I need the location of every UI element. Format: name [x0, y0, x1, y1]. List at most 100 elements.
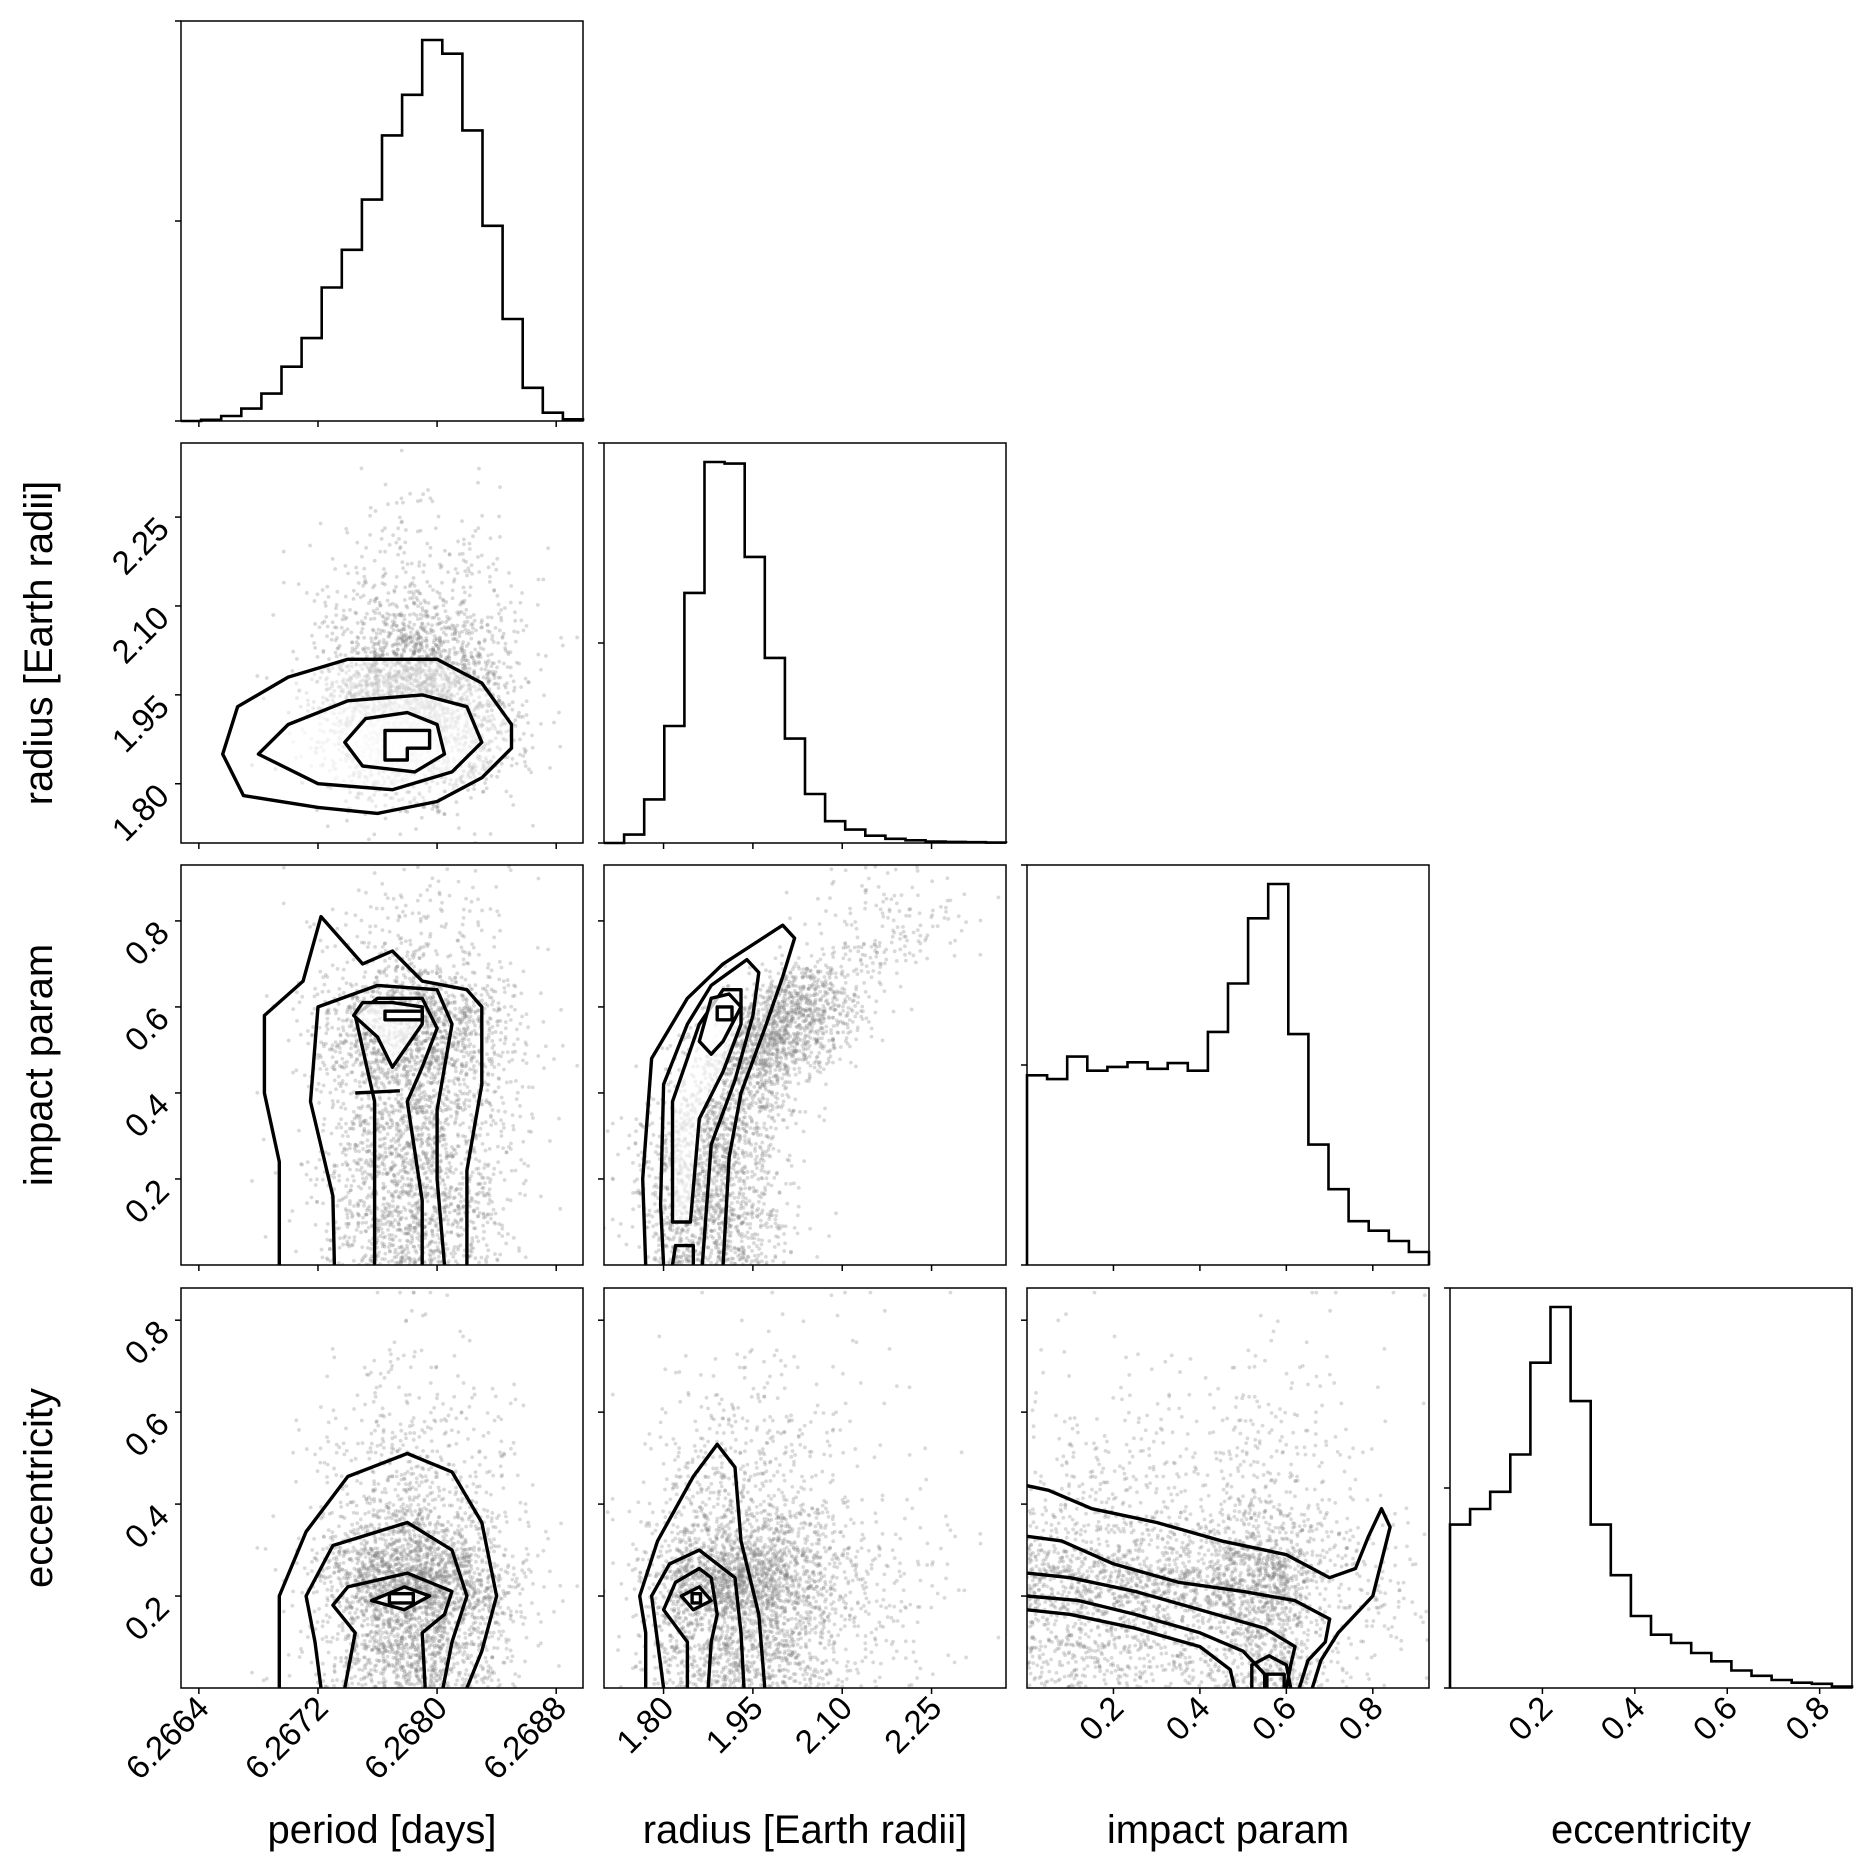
sample-point [406, 1250, 411, 1255]
sample-point [405, 605, 410, 610]
sample-point [371, 662, 376, 666]
sample-point [287, 1218, 292, 1223]
sample-point [372, 687, 377, 691]
sample-point [424, 1018, 429, 1023]
sample-point [411, 955, 416, 960]
sample-point [489, 708, 494, 713]
sample-point [497, 959, 502, 964]
sample-point [444, 1194, 449, 1199]
sample-point [459, 600, 464, 605]
sample-point [467, 761, 472, 766]
sample-point [404, 665, 409, 670]
sample-point [389, 684, 393, 689]
sample-point [454, 637, 458, 642]
sample-point [462, 663, 467, 668]
sample-point [424, 614, 429, 619]
sample-point [375, 652, 380, 657]
sample-point [386, 675, 391, 679]
sample-point [386, 502, 390, 507]
sample-point [354, 640, 359, 645]
sample-point [413, 679, 417, 684]
sample-point [349, 693, 354, 698]
sample-point [473, 991, 478, 996]
sample-point [421, 953, 426, 958]
sample-point [306, 1041, 311, 1046]
sample-point [332, 688, 337, 693]
density-contour [383, 728, 432, 762]
sample-point [378, 991, 382, 996]
sample-point [440, 687, 444, 692]
sample-point [467, 1125, 472, 1130]
sample-point [453, 567, 458, 571]
sample-point [492, 661, 496, 666]
sample-point [401, 640, 406, 645]
sample-point [444, 695, 449, 700]
sample-point [421, 952, 426, 956]
sample-point [453, 630, 457, 634]
sample-point [394, 643, 399, 647]
sample-point [391, 612, 396, 617]
sample-point [521, 731, 526, 736]
sample-point [466, 772, 470, 776]
sample-point [381, 693, 386, 698]
sample-point [373, 597, 377, 602]
sample-point [430, 678, 435, 682]
sample-point [479, 625, 484, 630]
sample-point [482, 1166, 487, 1170]
sample-point [328, 686, 332, 691]
sample-point [502, 606, 507, 610]
sample-point [446, 654, 451, 659]
sample-point [403, 678, 408, 683]
sample-point [271, 613, 276, 617]
sample-point [365, 1138, 370, 1143]
sample-point [344, 527, 349, 531]
sample-point [321, 700, 325, 705]
sample-point [374, 684, 379, 689]
sample-point [415, 1125, 419, 1130]
sample-point [368, 505, 373, 510]
sample-point [399, 672, 403, 677]
sample-point [421, 795, 425, 800]
sample-point [495, 1023, 500, 1028]
sample-point [395, 686, 400, 691]
sample-point [429, 661, 433, 666]
sample-point [394, 674, 399, 679]
sample-point [439, 987, 444, 991]
sample-point [497, 611, 501, 616]
sample-point [337, 665, 342, 670]
sample-point [469, 1195, 474, 1200]
sample-point [509, 1168, 514, 1173]
sample-point [401, 566, 405, 571]
sample-point [474, 705, 479, 709]
sample-point [366, 661, 371, 666]
sample-point [432, 1150, 436, 1154]
sample-point [412, 798, 416, 803]
sample-point [419, 1105, 423, 1110]
sample-point [360, 678, 365, 683]
sample-point [466, 678, 471, 683]
sample-point [491, 562, 496, 566]
sample-point [451, 670, 456, 674]
sample-point [435, 692, 440, 697]
sample-point [396, 552, 401, 557]
sample-point [470, 1170, 475, 1175]
sample-point [369, 650, 373, 655]
sample-point [461, 558, 466, 563]
sample-point [497, 659, 502, 664]
sample-point [415, 666, 420, 671]
sample-point [416, 1061, 421, 1065]
sample-point [487, 995, 492, 1000]
sample-point [466, 662, 471, 666]
sample-point [383, 1222, 388, 1227]
sample-point [455, 639, 460, 644]
sample-point [452, 631, 457, 636]
sample-point [455, 650, 460, 655]
sample-point [425, 580, 430, 584]
sample-point [443, 648, 448, 653]
sample-point [376, 1218, 381, 1223]
sample-point [381, 646, 386, 650]
sample-point [447, 686, 452, 691]
sample-point [485, 672, 489, 677]
sample-point [401, 1119, 406, 1123]
sample-point [384, 663, 388, 668]
